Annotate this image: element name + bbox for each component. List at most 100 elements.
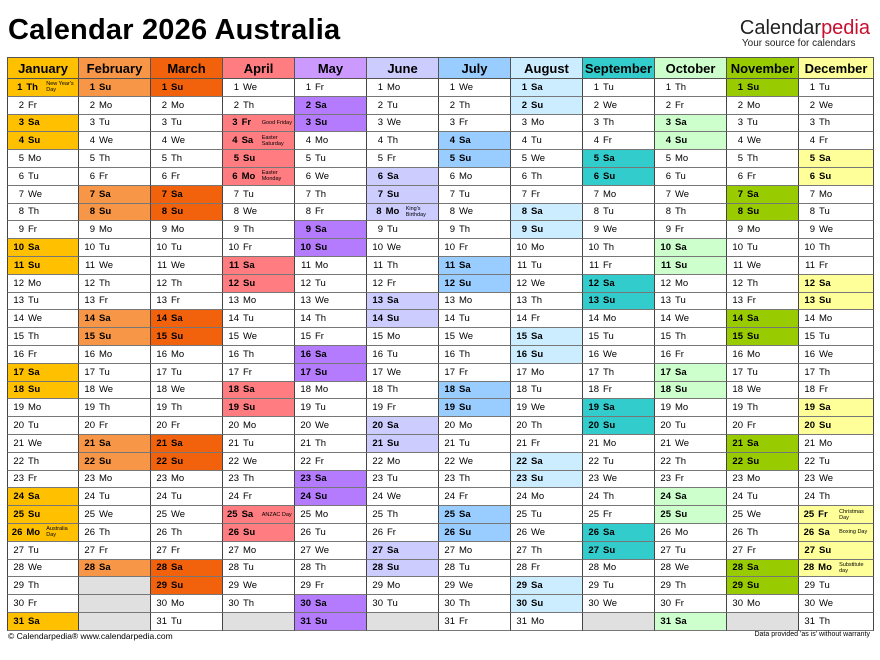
day-cell: 22 Su xyxy=(79,452,151,471)
weekday-label: Fr xyxy=(387,277,396,289)
day-number: 31 xyxy=(660,615,671,627)
month-column-november: November 1 Su 2 Mo 3 Tu 4 We 5 Th 6 Fr 7 Sa 8 Su 9 Mo 10 Tu 1… xyxy=(727,57,799,631)
day-number: 3 xyxy=(305,117,311,129)
footer-copyright[interactable]: © Calendarpedia® www.calendarpedia.com xyxy=(8,631,173,641)
day-cell: 1 We xyxy=(439,79,511,97)
day-cell: 8 We xyxy=(439,203,511,222)
day-number: 5 xyxy=(18,153,24,165)
weekday-label: Mo xyxy=(819,188,833,200)
month-header: September xyxy=(583,57,655,79)
weekday-label: Tu xyxy=(99,242,110,254)
weekday-label: Mo xyxy=(26,526,41,538)
weekday-label: Sa xyxy=(747,562,759,574)
day-number: 2 xyxy=(89,99,95,111)
weekday-label: Sa xyxy=(315,99,327,111)
day-number: 14 xyxy=(660,313,671,325)
weekday-label: We xyxy=(819,99,834,111)
day-number: 15 xyxy=(156,331,167,343)
day-number: 25 xyxy=(803,509,815,521)
weekday-label: Tu xyxy=(819,81,830,93)
day-cell: 31 Mo xyxy=(511,612,583,631)
day-number: 16 xyxy=(732,348,743,360)
day-cell: 24 Fr xyxy=(439,488,511,507)
day-number: 13 xyxy=(804,295,815,307)
weekday-label: Su xyxy=(243,277,256,289)
day-number: 15 xyxy=(732,331,743,343)
day-number: 19 xyxy=(228,402,239,414)
weekday-label: Sa xyxy=(99,437,111,449)
weekday-label: We xyxy=(99,384,114,396)
day-number: 20 xyxy=(444,420,455,432)
month-header: June xyxy=(367,57,439,79)
weekday-label: Fr xyxy=(28,224,37,236)
day-number: 27 xyxy=(372,544,383,556)
weekday-label: Mo xyxy=(315,259,329,271)
day-number: 12 xyxy=(84,277,95,289)
weekday-label: Mo xyxy=(747,348,761,360)
day-number: 5 xyxy=(377,153,383,165)
weekday-label: Su xyxy=(531,598,544,609)
day-number: 16 xyxy=(372,348,383,360)
day-number: 29 xyxy=(588,580,599,592)
day-number: 17 xyxy=(156,366,167,378)
weekday-label: We xyxy=(819,473,834,485)
weekday-label: Su xyxy=(603,544,616,556)
day-cell: 8 We xyxy=(223,203,295,222)
page-title: Calendar 2026 Australia xyxy=(8,14,341,46)
weekday-label: We xyxy=(459,580,474,592)
day-cell: 10 Th xyxy=(583,239,655,257)
brand-tagline: Your source for calendars xyxy=(741,38,856,49)
day-number: 10 xyxy=(84,242,95,254)
day-cell: 26 Th xyxy=(79,523,151,542)
weekday-label: Su xyxy=(603,295,616,307)
day-number: 15 xyxy=(372,331,383,343)
day-number: 27 xyxy=(732,544,743,556)
day-cell: 18 Mo xyxy=(295,381,367,400)
weekday-label: Th xyxy=(26,81,38,93)
day-number: 26 xyxy=(660,526,671,538)
day-number: 9 xyxy=(305,224,311,236)
weekday-label: Th xyxy=(387,259,399,271)
day-cell: 26 Sa Boxing Day xyxy=(799,523,874,542)
day-cell: 19 Fr xyxy=(367,399,439,418)
weekday-label: Tu xyxy=(459,188,470,200)
day-cell: 16 Mo xyxy=(79,345,151,364)
weekday-label: Tu xyxy=(531,135,542,147)
day-cell: 18 Fr xyxy=(799,381,874,400)
brand-logo[interactable]: Calendarpedia Your source for calendars xyxy=(740,18,870,50)
weekday-label: Tu xyxy=(459,437,470,449)
day-number: 19 xyxy=(732,402,743,414)
day-number: 27 xyxy=(660,544,671,556)
day-cell: 11 Tu xyxy=(511,256,583,275)
weekday-label: Tu xyxy=(315,153,326,165)
weekday-label: Sa xyxy=(675,366,687,378)
weekday-label: Tu xyxy=(315,402,326,414)
weekday-label: Th xyxy=(531,170,543,182)
weekday-label: Fr xyxy=(387,526,396,538)
weekday-label: We xyxy=(315,170,330,182)
weekday-label: Tu xyxy=(171,491,182,503)
day-number: 23 xyxy=(84,473,95,485)
day-cell: 29 Tu xyxy=(583,577,655,596)
day-number: 15 xyxy=(660,331,671,343)
day-cell: 8 Su xyxy=(79,203,151,222)
day-number: 4 xyxy=(665,135,671,147)
weekday-label: Su xyxy=(387,437,400,449)
holiday-note: Easter Monday xyxy=(261,170,282,183)
day-cell: 3 Mo xyxy=(511,114,583,133)
day-number: 10 xyxy=(156,242,167,254)
weekday-label: Sa xyxy=(171,562,183,574)
weekday-label: Mo xyxy=(243,295,257,307)
day-number: 21 xyxy=(588,437,599,449)
weekday-label: Su xyxy=(99,206,112,218)
day-number: 31 xyxy=(444,615,455,627)
weekday-label: Mo xyxy=(28,402,42,414)
day-cell: 28 Tu xyxy=(223,559,295,578)
weekday-label: Mo xyxy=(315,135,329,147)
day-cell: 13 Tu xyxy=(7,292,79,311)
day-number: 12 xyxy=(516,277,527,289)
day-cell: 19 Th xyxy=(151,399,223,418)
day-cell: 19 Mo xyxy=(7,399,79,418)
day-number: 25 xyxy=(444,509,455,521)
day-number: 12 xyxy=(444,277,455,289)
